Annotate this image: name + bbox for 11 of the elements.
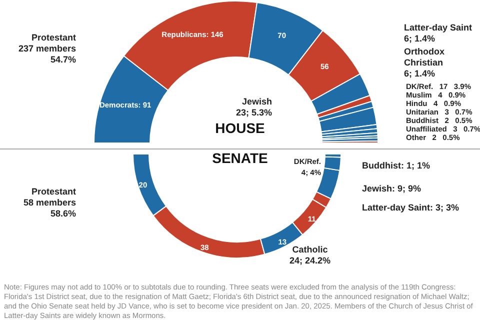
- text: Protestant 58 members 58.6%: [23, 186, 76, 218]
- text: Catholic 24; 24.2%: [289, 244, 331, 266]
- text: Buddhist: 1; 1%: [362, 160, 430, 170]
- text: Protestant 237 members 54.7%: [18, 32, 76, 64]
- text: Orthodox Christian 6; 1.4%: [404, 46, 444, 78]
- text: Latter-day Saint: 3; 3%: [362, 202, 460, 212]
- text: Jewish: 9; 9%: [362, 184, 422, 194]
- text: Latter-day Saint 6; 1.4%: [404, 22, 472, 44]
- chart-title: SENATE: [212, 150, 268, 166]
- text: Jewish 23; 5.3%: [236, 96, 272, 118]
- text: HOUSE: [215, 120, 265, 136]
